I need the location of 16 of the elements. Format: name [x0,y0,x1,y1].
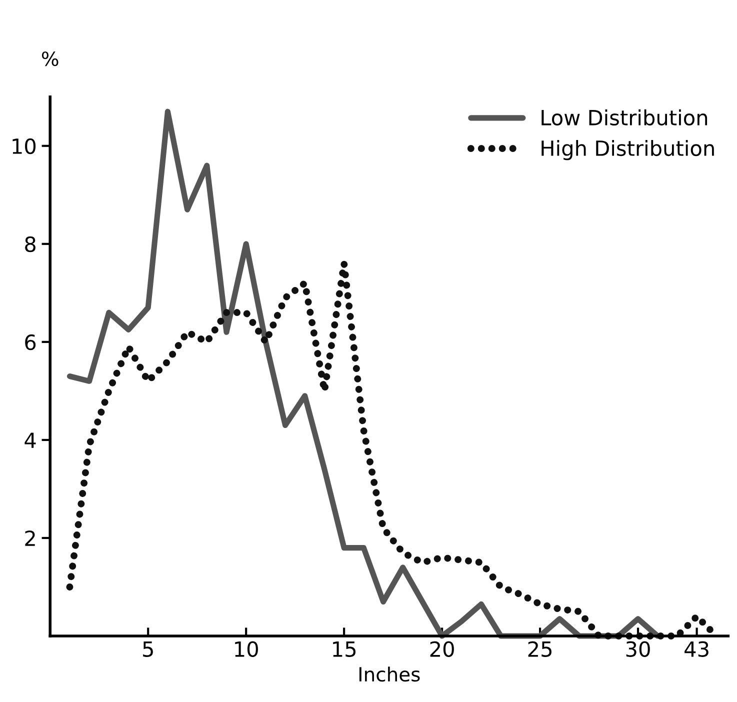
y-tick-label: 10 [12,138,36,154]
legend-label: High Distribution [542,140,714,160]
y-tick-label: 8 [25,236,36,252]
x-axis-title: Inches [359,666,420,682]
y-tick-label: 4 [24,432,36,448]
y-axis-title: % [42,51,58,66]
x-tick-label: 10 [235,641,258,657]
x-tick-label: 43 [684,641,708,657]
x-tick-label: 5 [143,642,153,657]
y-tick-label: 6 [25,334,36,350]
y-tick-label: 2 [25,530,35,546]
x-tick-label: 25 [528,641,552,657]
x-tick-label: 20 [430,641,454,657]
x-tick-label: 30 [626,641,650,657]
legend-label: Low Distribution [542,109,708,126]
x-tick-label: 15 [333,642,356,657]
